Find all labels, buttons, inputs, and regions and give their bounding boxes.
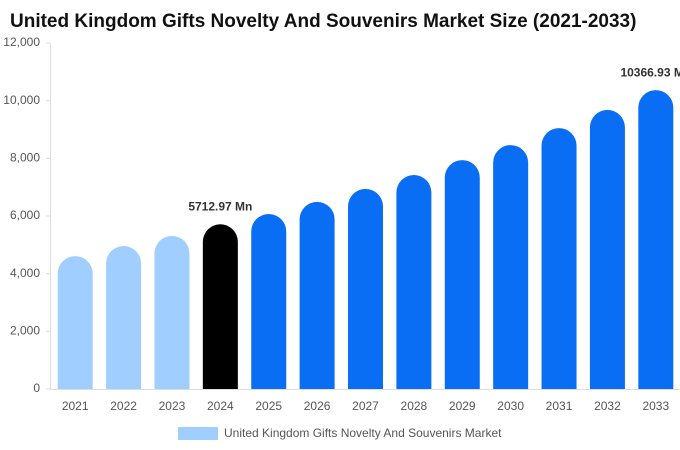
y-tick-label: 4,000 (10, 266, 40, 280)
data-label: 5712.97 Mn (188, 199, 252, 213)
y-tick-label: 0 (33, 381, 40, 395)
x-tick-label: 2025 (255, 399, 282, 413)
x-tick-label: 2024 (207, 399, 234, 413)
x-tick-label: 2027 (352, 399, 379, 413)
x-tick-label: 2029 (449, 399, 476, 413)
x-tick-label: 2023 (159, 399, 186, 413)
bar (57, 256, 93, 389)
x-tick-label: 2021 (62, 399, 89, 413)
bar (444, 160, 480, 389)
y-tick-label: 2,000 (10, 324, 40, 338)
bar (541, 128, 577, 389)
bar (589, 109, 625, 389)
x-tick-label: 2032 (594, 399, 621, 413)
data-label: 10366.93 Mn (620, 65, 680, 79)
y-tick-label: 12,000 (3, 35, 40, 49)
bar (154, 235, 190, 389)
bar (202, 224, 238, 389)
chart-title: United Kingdom Gifts Novelty And Souveni… (10, 11, 636, 32)
x-tick-label: 2028 (401, 399, 428, 413)
bar (251, 213, 287, 389)
bar (106, 245, 142, 389)
bar (493, 145, 529, 389)
x-tick-label: 2030 (497, 399, 524, 413)
y-tick-label: 6,000 (10, 208, 40, 222)
legend-label: United Kingdom Gifts Novelty And Souveni… (224, 426, 502, 440)
bar (638, 90, 674, 389)
x-tick-label: 2033 (642, 399, 669, 413)
bar (396, 175, 432, 389)
y-tick-label: 8,000 (10, 151, 40, 165)
bar (348, 188, 383, 389)
x-tick-label: 2031 (546, 399, 573, 413)
x-tick-label: 2026 (304, 399, 331, 413)
x-tick-label: 2022 (110, 399, 137, 413)
y-tick-label: 10,000 (3, 93, 40, 107)
bar (299, 201, 335, 389)
legend-swatch (178, 427, 218, 440)
